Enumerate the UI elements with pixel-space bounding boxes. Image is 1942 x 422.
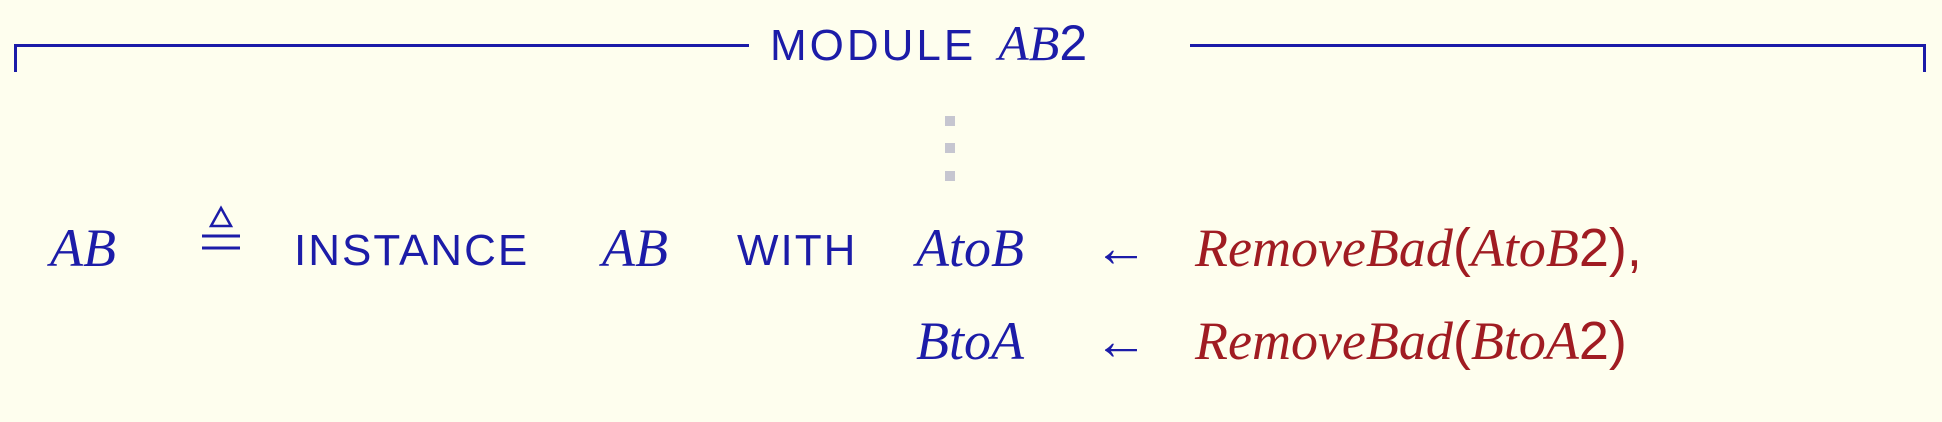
- argument-suffix: 2: [1578, 218, 1609, 278]
- module-header-title: MODULE AB2: [770, 8, 1087, 81]
- trailing-comma: ,: [1626, 218, 1642, 278]
- module-name-suffix: 2: [1059, 15, 1088, 71]
- with-keyword: WITH: [737, 226, 858, 275]
- argument-name: AtoB: [1470, 218, 1579, 278]
- module-header-rule-left: [14, 44, 749, 47]
- argument-name: BtoA: [1470, 311, 1579, 371]
- module-header-rule-right: [1190, 44, 1926, 47]
- ellipsis-dot: [945, 116, 955, 126]
- defeq-icon: [202, 205, 240, 250]
- argument-suffix: 2: [1578, 311, 1609, 371]
- remove-bad-function: RemoveBad: [1195, 311, 1453, 371]
- close-paren: ): [1608, 311, 1627, 371]
- substitution-arrow: ←: [1094, 218, 1148, 278]
- module-keyword: MODULE: [770, 21, 977, 70]
- remove-bad-function: RemoveBad: [1195, 218, 1453, 278]
- substitution-var: AtoB: [916, 218, 1024, 278]
- substitution-expression: RemoveBad(AtoB2),: [1195, 213, 1642, 283]
- substitution-expression: RemoveBad(BtoA2): [1195, 306, 1627, 376]
- ellipsis-dot: [945, 143, 955, 153]
- substitution-var: BtoA: [916, 311, 1024, 371]
- definition-lhs: AB: [50, 218, 116, 278]
- ellipsis-dot: [945, 171, 955, 181]
- instance-keyword: INSTANCE: [294, 226, 530, 275]
- close-paren: ): [1608, 218, 1627, 278]
- instance-module-name: AB: [602, 218, 668, 278]
- substitution-arrow: ←: [1094, 311, 1148, 371]
- open-paren: (: [1452, 311, 1471, 371]
- module-header-tick-right: [1923, 44, 1926, 72]
- module-name-italic: AB: [998, 15, 1060, 71]
- module-header-tick-left: [14, 44, 17, 72]
- open-paren: (: [1452, 218, 1471, 278]
- module-name: AB2: [998, 15, 1088, 71]
